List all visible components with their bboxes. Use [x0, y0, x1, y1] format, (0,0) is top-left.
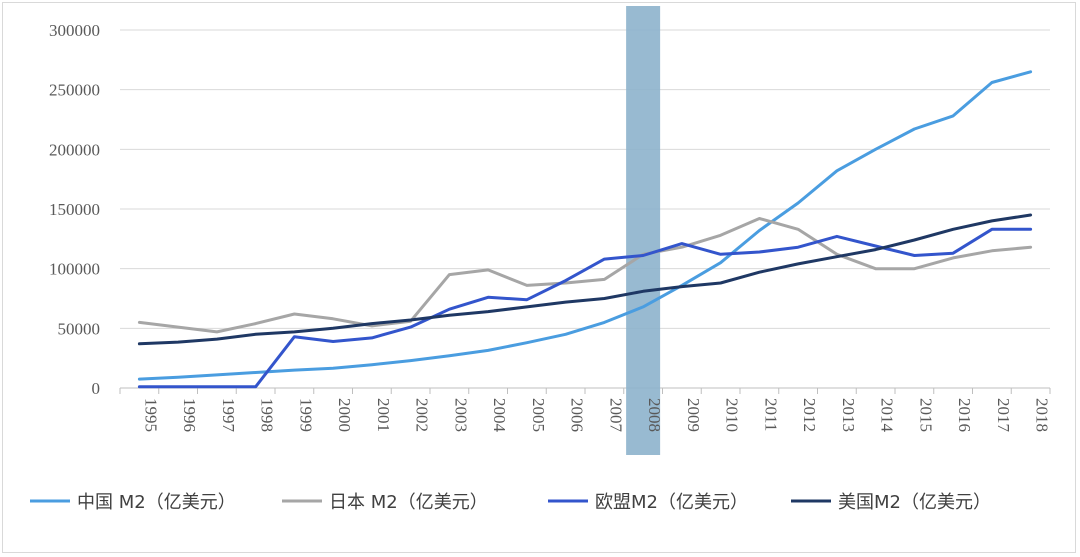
x-tick-label: 2000: [335, 398, 354, 432]
legend-label-1: 中国 M2（亿美元）: [77, 492, 236, 513]
x-tick-label: 2010: [723, 398, 742, 432]
x-tick-label: 1995: [141, 398, 160, 432]
x-tick-label: 1999: [296, 398, 315, 432]
series-line-2: [137, 217, 1033, 334]
y-tick-label: 300000: [49, 21, 100, 40]
legend-label-3: 欧盟M2（亿美元）: [595, 492, 748, 513]
y-tick-label: 200000: [49, 140, 100, 159]
x-tick-label: 2007: [606, 398, 625, 433]
x-tick-label: 1996: [180, 398, 199, 432]
x-tick-label: 2005: [529, 398, 548, 432]
x-tick-label: 2016: [955, 398, 974, 432]
legend-label-2: 日本 M2（亿美元）: [329, 492, 488, 513]
x-tick-label: 1997: [219, 398, 238, 433]
x-tick-label: 2018: [1033, 398, 1052, 432]
x-tick-label: 2014: [878, 398, 897, 433]
legend-label-4: 美国M2（亿美元）: [838, 492, 991, 513]
x-tick-label: 2015: [916, 398, 935, 432]
x-tick-label: 1998: [258, 398, 277, 432]
x-tick-label: 2003: [451, 398, 470, 432]
x-tick-label: 2017: [994, 398, 1013, 433]
x-tick-label: 2004: [490, 398, 509, 433]
highlight-band-2008: [626, 6, 661, 455]
x-tick-label: 2011: [761, 398, 780, 431]
series-line-3: [137, 227, 1033, 389]
series-line-4: [137, 213, 1033, 346]
x-tick-label: 2009: [684, 398, 703, 432]
y-tick-label: 150000: [49, 200, 100, 219]
x-tick-label: 2006: [568, 398, 587, 432]
x-tick-label: 2008: [645, 398, 664, 432]
y-tick-label: 0: [92, 379, 101, 398]
series-line-1: [137, 70, 1033, 381]
y-tick-label: 100000: [49, 260, 100, 279]
x-tick-label: 2013: [839, 398, 858, 432]
y-tick-label: 50000: [58, 319, 101, 338]
x-tick-label: 2012: [800, 398, 819, 432]
x-tick-label: 2001: [374, 398, 393, 432]
y-tick-label: 250000: [49, 81, 100, 100]
x-tick-label: 2002: [413, 398, 432, 432]
